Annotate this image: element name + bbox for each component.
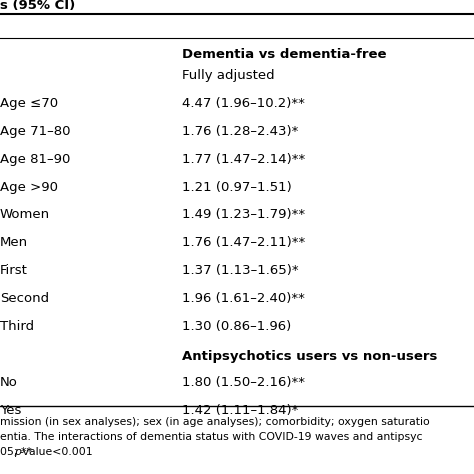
Text: 4.47 (1.96–10.2)**: 4.47 (1.96–10.2)** xyxy=(182,97,305,109)
Text: Women: Women xyxy=(0,209,50,221)
Text: 1.80 (1.50–2.16)**: 1.80 (1.50–2.16)** xyxy=(182,376,305,390)
Text: 1.96 (1.61–2.40)**: 1.96 (1.61–2.40)** xyxy=(182,292,305,306)
Text: mission (in sex analyses); sex (in age analyses); comorbidity; oxygen saturatio: mission (in sex analyses); sex (in age a… xyxy=(0,417,430,427)
Text: Men: Men xyxy=(0,237,28,249)
Text: 1.42 (1.11–1.84)*: 1.42 (1.11–1.84)* xyxy=(182,404,299,418)
Text: Third: Third xyxy=(0,320,34,334)
Text: 1.30 (0.86–1.96): 1.30 (0.86–1.96) xyxy=(182,320,292,334)
Text: No: No xyxy=(0,376,18,390)
Text: Dementia vs dementia-free: Dementia vs dementia-free xyxy=(182,48,387,62)
Text: Second: Second xyxy=(0,292,49,306)
Text: p: p xyxy=(14,447,20,457)
Text: 1.21 (0.97–1.51): 1.21 (0.97–1.51) xyxy=(182,181,292,193)
Text: Age 81–90: Age 81–90 xyxy=(0,153,70,165)
Text: 05; **: 05; ** xyxy=(0,447,32,457)
Text: Fully adjusted: Fully adjusted xyxy=(182,69,275,82)
Text: 1.76 (1.28–2.43)*: 1.76 (1.28–2.43)* xyxy=(182,125,299,137)
Text: Age 71–80: Age 71–80 xyxy=(0,125,71,137)
Text: Age ≤70: Age ≤70 xyxy=(0,97,58,109)
Text: 1.76 (1.47–2.11)**: 1.76 (1.47–2.11)** xyxy=(182,237,306,249)
Text: 1.77 (1.47–2.14)**: 1.77 (1.47–2.14)** xyxy=(182,153,306,165)
Text: 1.49 (1.23–1.79)**: 1.49 (1.23–1.79)** xyxy=(182,209,306,221)
Text: First: First xyxy=(0,264,28,277)
Text: -value<0.001: -value<0.001 xyxy=(19,447,93,457)
Text: Antipsychotics users vs non-users: Antipsychotics users vs non-users xyxy=(182,350,438,363)
Text: 1.37 (1.13–1.65)*: 1.37 (1.13–1.65)* xyxy=(182,264,299,277)
Text: entia. The interactions of dementia status with COVID-19 waves and antipsyc: entia. The interactions of dementia stat… xyxy=(0,432,422,442)
Text: s (95% CI): s (95% CI) xyxy=(0,0,75,12)
Text: Age >90: Age >90 xyxy=(0,181,58,193)
Text: Yes: Yes xyxy=(0,404,21,418)
